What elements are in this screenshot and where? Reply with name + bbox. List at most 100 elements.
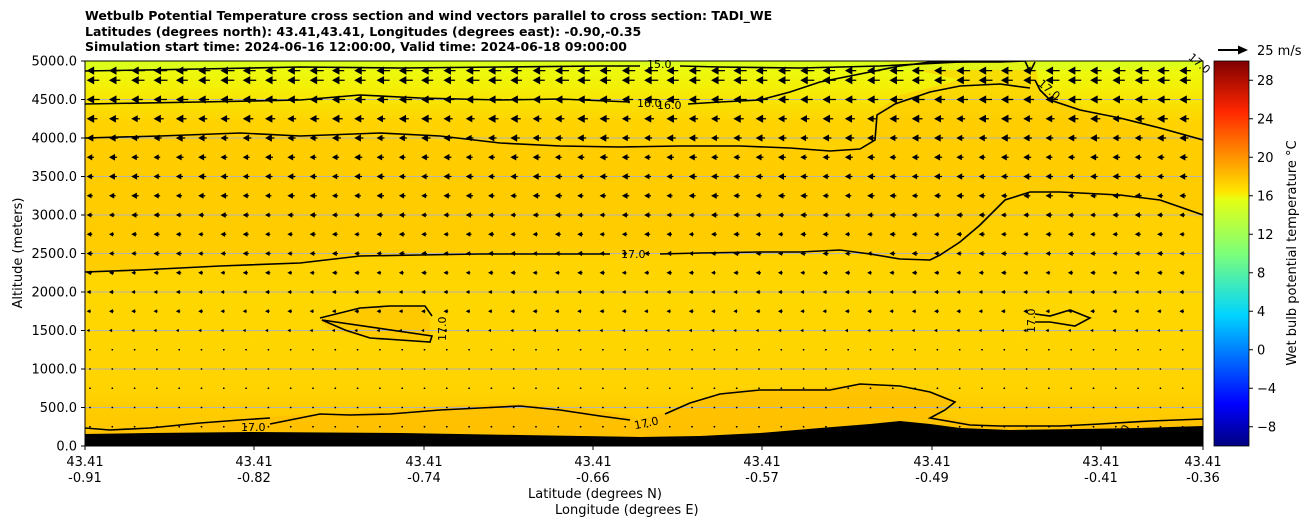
wind-vector <box>844 66 857 75</box>
wind-vector <box>644 95 658 104</box>
x-tick-label-lat: 43.41 <box>405 455 442 470</box>
wind-vector <box>331 289 337 295</box>
wind-vector <box>825 368 827 370</box>
wind-vector <box>178 368 181 370</box>
wind-vector <box>309 328 313 333</box>
wind-vector <box>331 250 338 257</box>
wind-vector <box>1045 66 1060 75</box>
wind-vector <box>869 368 872 370</box>
wind-vector <box>108 231 114 237</box>
wind-vector <box>914 368 916 370</box>
wind-vector <box>198 134 207 142</box>
wind-vector <box>1112 192 1120 199</box>
wind-vector <box>86 173 94 180</box>
wind-vector <box>376 192 384 199</box>
wind-vector <box>867 289 872 295</box>
wind-vector <box>309 134 318 142</box>
contour-label: 17.0 <box>621 248 646 261</box>
wind-vector <box>532 115 542 123</box>
wind-vector <box>711 212 718 218</box>
wind-vector <box>1067 173 1075 180</box>
wind-vector <box>624 387 627 390</box>
wind-vector <box>198 270 203 275</box>
wind-vector <box>488 95 502 104</box>
wind-vector <box>1134 114 1145 123</box>
wind-vector <box>1067 231 1074 237</box>
wind-vector <box>220 212 228 218</box>
wind-vector <box>1134 76 1149 85</box>
title-line-2: Latitudes (degrees north): 43.41,43.41, … <box>85 23 642 39</box>
wind-vector <box>777 173 787 180</box>
wind-vector <box>1179 328 1183 333</box>
wind-vector <box>488 173 495 180</box>
wind-vector <box>688 134 698 142</box>
wind-vector <box>599 328 603 333</box>
wind-vector <box>354 192 361 199</box>
wind-vector <box>354 153 363 161</box>
wind-vector <box>86 309 91 314</box>
wind-vector <box>153 250 160 257</box>
wind-vector <box>153 289 158 295</box>
wind-vector <box>666 328 670 333</box>
wind-vector <box>175 173 183 180</box>
wind-vector <box>401 425 404 428</box>
wind-vector <box>443 134 453 142</box>
wind-vector <box>445 368 448 370</box>
wind-vector <box>602 387 604 390</box>
wind-vector <box>488 114 499 123</box>
wind-vector <box>156 348 158 351</box>
wind-vector <box>1045 290 1050 294</box>
wind-vector <box>755 250 762 257</box>
wind-vector <box>510 231 516 237</box>
wind-vector <box>958 406 961 409</box>
wind-vector <box>242 173 250 180</box>
wind-vector <box>1134 309 1139 314</box>
wind-vector <box>133 348 136 351</box>
x-axis: 43.41-0.9143.41-0.8243.41-0.7443.41-0.66… <box>66 446 1222 486</box>
wind-vector <box>267 348 270 351</box>
wind-vector <box>822 173 830 180</box>
wind-vector <box>421 134 431 142</box>
wind-vector <box>309 76 324 85</box>
wind-vector <box>1067 134 1077 142</box>
wind-vector <box>867 115 876 123</box>
y-tick-label: 0.0 <box>56 440 77 455</box>
wind-vector <box>1092 425 1095 428</box>
wind-vector <box>510 76 522 85</box>
wind-vector <box>956 76 970 85</box>
wind-vector <box>89 368 91 370</box>
wind-vector <box>220 95 233 104</box>
wind-vector <box>554 290 559 294</box>
wind-vector <box>376 328 380 333</box>
wind-vector <box>688 328 693 333</box>
wind-vector <box>445 425 448 428</box>
wind-vector <box>889 114 900 123</box>
wind-vector <box>735 425 738 428</box>
wind-vector <box>891 368 894 370</box>
wind-vector <box>309 231 316 237</box>
wind-vector <box>889 250 896 257</box>
wind-vector <box>354 328 358 333</box>
wind-vector <box>175 270 182 276</box>
wind-vector <box>711 270 716 275</box>
wind-vector <box>86 193 93 199</box>
wind-vector <box>490 387 493 390</box>
wind-vector <box>465 192 474 199</box>
wind-vector <box>1112 212 1119 218</box>
wind-vector <box>1114 406 1117 409</box>
contour-label: 17.0 <box>1025 309 1038 334</box>
wind-vector <box>825 406 827 409</box>
wind-vector <box>1023 231 1029 237</box>
wind-vector <box>978 76 993 85</box>
wind-vector <box>510 153 519 161</box>
wind-vector <box>554 115 565 123</box>
wind-vector <box>108 66 121 75</box>
wind-vector <box>911 231 918 237</box>
wind-vector <box>844 270 851 276</box>
wind-vector <box>777 270 783 275</box>
wind-vector <box>733 309 738 314</box>
wind-vector <box>421 193 428 199</box>
wind-vector <box>331 95 346 104</box>
wind-vector <box>956 231 962 237</box>
wind-vector <box>688 251 694 256</box>
